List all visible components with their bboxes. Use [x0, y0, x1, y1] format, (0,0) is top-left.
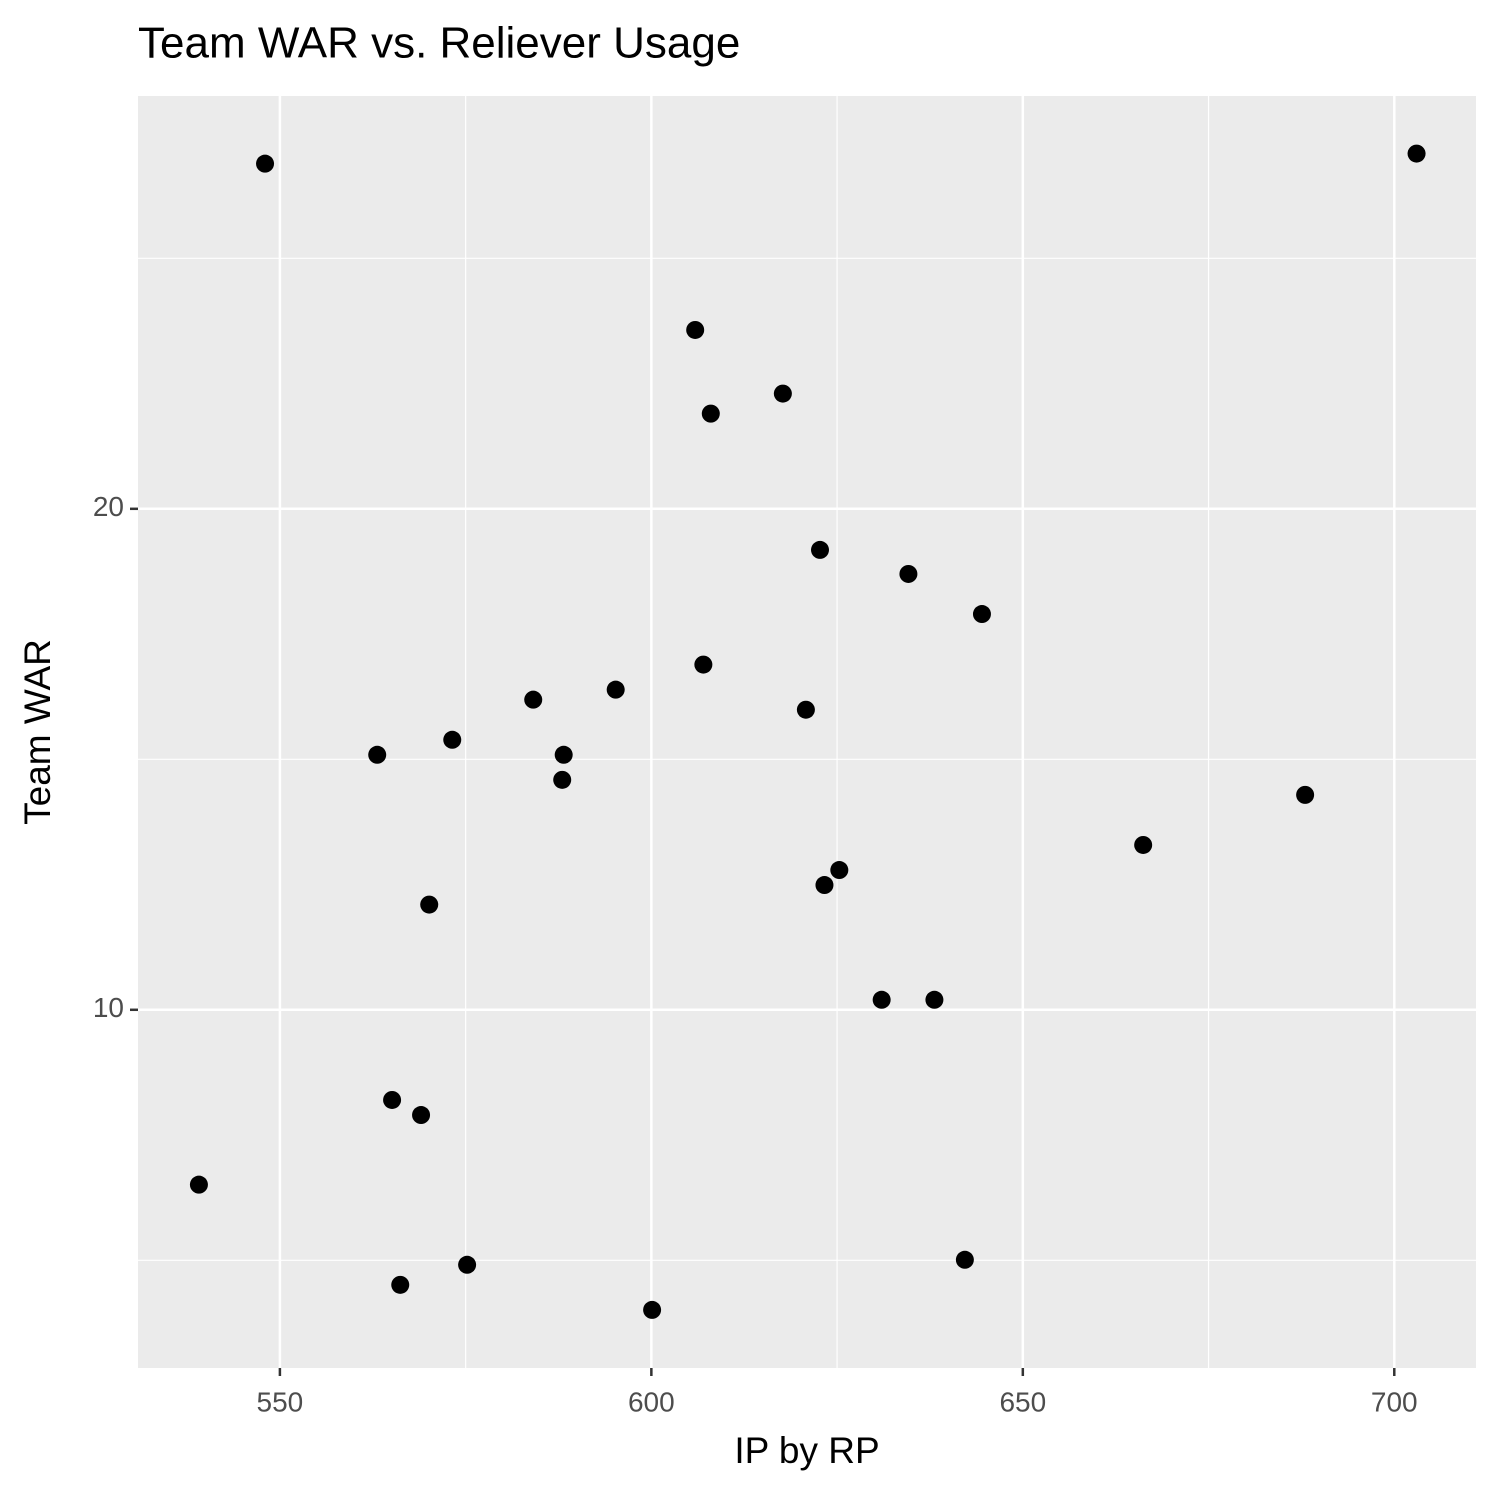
x-tick-label: 600	[628, 1386, 675, 1417]
x-tick-label: 550	[257, 1386, 304, 1417]
point	[368, 745, 387, 764]
point	[796, 700, 815, 719]
x-tick-label: 700	[1371, 1386, 1418, 1417]
point	[1407, 144, 1426, 163]
x-axis-title: IP by RP	[734, 1430, 879, 1471]
point	[872, 990, 891, 1009]
point	[553, 770, 572, 789]
point	[815, 876, 834, 895]
point	[1296, 785, 1315, 804]
point	[554, 745, 573, 764]
point	[391, 1275, 410, 1294]
y-tick-label: 20	[93, 491, 124, 522]
point	[830, 861, 849, 880]
point	[383, 1090, 402, 1109]
y-axis-title: Team WAR	[17, 639, 58, 825]
y-tick-label: 10	[93, 992, 124, 1023]
point	[256, 154, 275, 173]
point	[701, 404, 720, 423]
point	[694, 655, 713, 674]
point	[773, 384, 792, 403]
x-tick-label: 650	[999, 1386, 1046, 1417]
point	[925, 990, 944, 1009]
point	[972, 605, 991, 624]
point	[811, 540, 830, 559]
point	[1134, 835, 1153, 854]
plot-panel	[138, 96, 1476, 1368]
point	[686, 320, 705, 339]
chart-title: Team WAR vs. Reliever Usage	[138, 19, 740, 68]
point	[955, 1250, 974, 1269]
point	[189, 1175, 208, 1194]
point	[643, 1300, 662, 1319]
point	[443, 730, 462, 749]
point	[899, 564, 918, 583]
point	[524, 690, 543, 709]
point	[458, 1255, 477, 1274]
point	[420, 895, 439, 914]
point	[606, 680, 625, 699]
point	[412, 1106, 431, 1125]
